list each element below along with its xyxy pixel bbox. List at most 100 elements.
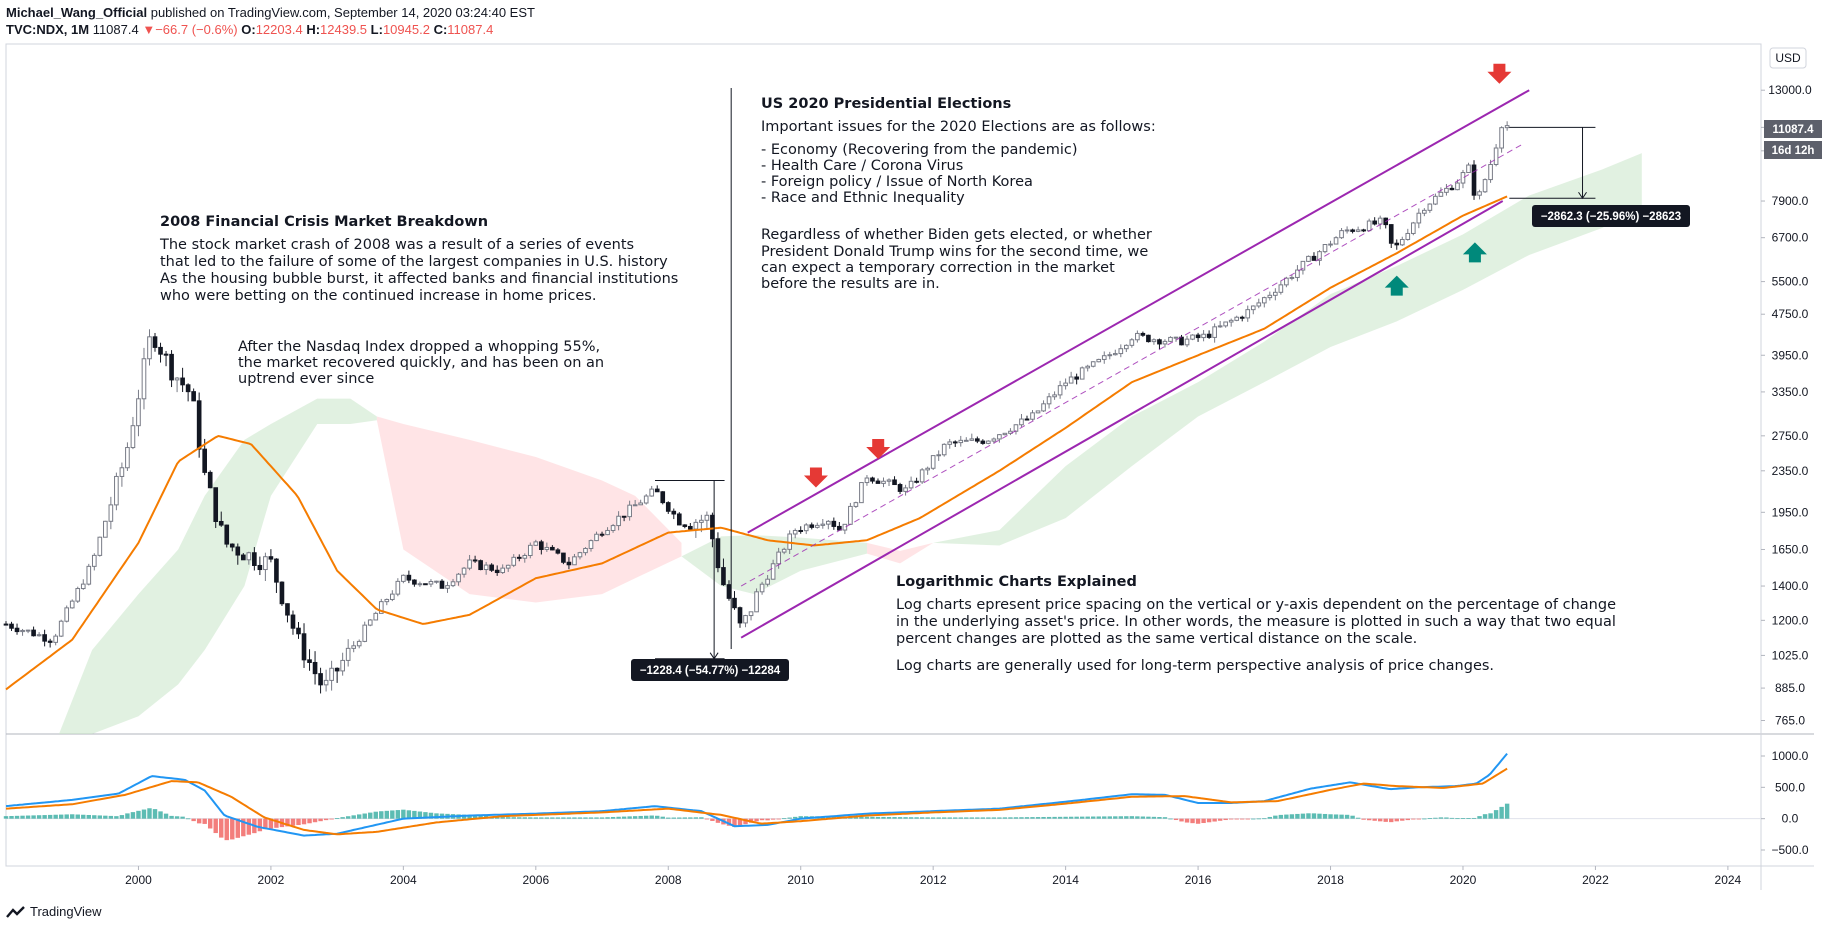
macd-histogram-bar <box>257 818 263 832</box>
candle-body <box>1355 229 1361 232</box>
symbol-label[interactable]: TVC:NDX, 1M <box>6 22 90 37</box>
candle-body <box>25 629 31 632</box>
candle-body <box>627 504 632 518</box>
candle-body <box>881 480 886 484</box>
macd-histogram-bar <box>351 815 356 819</box>
macd-histogram-bar <box>64 814 69 819</box>
candle-body <box>726 584 732 599</box>
macd-histogram-bar <box>1400 818 1405 821</box>
candle-body <box>715 538 721 569</box>
price-axis[interactable]: 13000.011000.09900.07900.06700.05500.047… <box>1761 83 1812 728</box>
macd-histogram-bar <box>649 815 654 819</box>
candle-body <box>169 353 174 381</box>
currency-label: USD <box>1775 51 1801 65</box>
macd-histogram-bar <box>1477 816 1482 819</box>
candle-body <box>1372 220 1378 225</box>
measure-2008-arrowhead <box>709 652 719 660</box>
macd-histogram-bar <box>1179 818 1184 822</box>
macd-histogram-bar <box>1135 816 1140 819</box>
candle-body <box>1433 195 1438 205</box>
annotation-elections-bullet: - Economy (Recovering from the pandemic) <box>761 142 1078 158</box>
currency-badge[interactable]: USD <box>1769 47 1807 69</box>
countdown-tag: 16d 12h <box>1764 141 1822 159</box>
candle-body <box>58 620 64 637</box>
annotation-2008-crisis[interactable]: 2008 Financial Crisis Market Breakdown T… <box>159 214 678 387</box>
macd-histogram-bar <box>362 813 367 819</box>
candle-body <box>1471 164 1477 196</box>
measure-label-2020-text: −2862.3 (−25.96%) −28623 <box>1541 211 1681 223</box>
candle-body <box>566 561 572 566</box>
annotation-elections-intro: Important issues for the 2020 Elections … <box>761 119 1156 135</box>
candle-body <box>229 543 235 548</box>
candle-body <box>853 502 859 507</box>
macd-histogram-bar <box>632 816 638 819</box>
macd-histogram-bar <box>1079 816 1085 819</box>
candle-body <box>1339 230 1344 239</box>
candle-body <box>1085 365 1091 369</box>
macd-histogram-bar <box>401 809 406 819</box>
macd-histogram-bar <box>1063 816 1068 819</box>
candle-body <box>825 520 831 525</box>
candle-body <box>257 564 263 571</box>
macd-histogram-bar <box>660 816 665 819</box>
macd-histogram-bar <box>533 817 539 819</box>
price-tick-label: 6700.0 <box>1772 231 1809 245</box>
macd-histogram-bar <box>423 812 428 819</box>
candle-body <box>428 581 434 585</box>
annotation-log-charts[interactable]: Logarithmic Charts Explained Log charts … <box>896 574 1616 674</box>
candle-body <box>1228 319 1234 323</box>
annotation-2020-elections[interactable]: US 2020 Presidential Elections Important… <box>761 96 1156 292</box>
macd-histogram-bar <box>1107 816 1112 819</box>
macd-histogram-bar <box>1118 816 1124 819</box>
candle-body <box>1162 340 1168 345</box>
candle-body <box>91 554 97 567</box>
macd-histogram-bar <box>599 817 605 819</box>
candle-body <box>263 556 268 571</box>
candle-body <box>14 627 20 633</box>
macd-histogram-bar <box>1091 816 1096 819</box>
macd-histogram-bar <box>1201 818 1206 824</box>
candle-body <box>1438 191 1444 197</box>
candle-body <box>36 634 42 637</box>
macd-axis[interactable]: 1000.0 500.0 0.0 −500.0 <box>1761 749 1809 857</box>
candle-body <box>820 523 826 526</box>
macd-histogram-bar <box>224 818 229 841</box>
macd-histogram-bar <box>25 815 31 819</box>
candle-body <box>1129 339 1135 346</box>
year-tick-label: 2006 <box>522 873 549 887</box>
macd-histogram-bar <box>953 817 958 819</box>
macd-histogram-bar <box>1405 818 1410 821</box>
macd-tick-label: 1000.0 <box>1772 749 1809 763</box>
annotation-elections-bullet: - Health Care / Corona Virus <box>761 158 963 174</box>
candle-body <box>903 487 908 492</box>
macd-histogram-bar <box>1499 806 1504 819</box>
time-axis[interactable]: 2000 2002 2004 2006 2008 2010 2012 2014 2016 2018… <box>125 866 1742 887</box>
macd-histogram-bar <box>561 817 566 819</box>
year-tick-label: 2000 <box>125 873 152 887</box>
candle-body <box>42 634 47 642</box>
macd-histogram-bar <box>704 818 710 820</box>
high-value: 12439.5 <box>320 22 368 37</box>
footer-brand[interactable]: TradingView <box>6 904 102 919</box>
candle-body <box>886 479 892 482</box>
macd-histogram-bar <box>241 818 246 837</box>
candle-body <box>1234 316 1240 321</box>
macd-histogram-bar <box>969 817 975 819</box>
macd-histogram-bar <box>1002 817 1008 819</box>
macd-histogram-bar <box>130 812 136 819</box>
candle-body <box>958 439 964 444</box>
macd-histogram-bar <box>1328 814 1333 819</box>
candle-body <box>1151 339 1157 343</box>
macd-histogram-bar <box>1482 814 1488 819</box>
macd-histogram-bar <box>627 816 632 819</box>
candle-body <box>577 552 583 558</box>
macd-histogram-bar <box>964 817 969 819</box>
annotation-2008-recovery: uptrend ever since <box>238 371 374 387</box>
author-name[interactable]: Michael_Wang_Official <box>6 5 148 20</box>
macd-histogram-bar <box>1372 818 1377 821</box>
macd-histogram-bar <box>1273 815 1278 819</box>
candle-body <box>676 513 682 526</box>
candle-body <box>1300 260 1306 271</box>
candle-body <box>665 502 671 512</box>
